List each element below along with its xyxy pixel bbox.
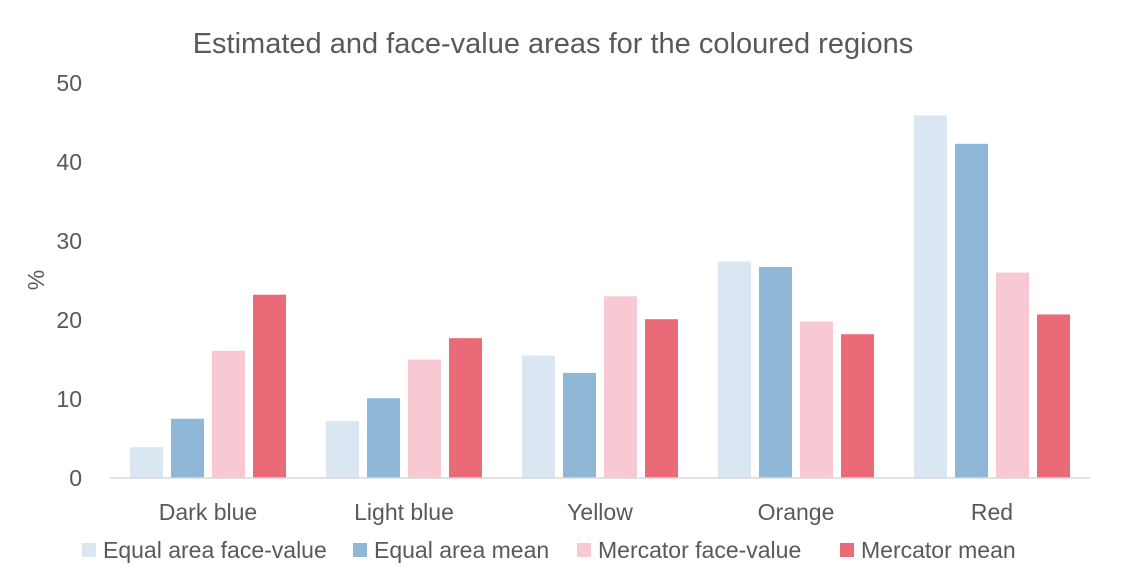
bar	[449, 338, 482, 478]
legend-label: Equal area mean	[374, 537, 549, 563]
x-tick-label: Dark blue	[159, 499, 257, 525]
bar	[367, 398, 400, 478]
chart-title: Estimated and face-value areas for the c…	[193, 28, 914, 60]
bar	[253, 294, 286, 478]
y-tick-label: 10	[56, 386, 82, 412]
bar	[563, 372, 596, 478]
bar	[955, 143, 988, 478]
legend-swatch	[577, 543, 591, 557]
legend-label: Mercator mean	[861, 537, 1016, 563]
y-tick-label: 20	[56, 307, 82, 333]
bar	[604, 296, 637, 478]
legend-swatch	[82, 543, 96, 557]
bar	[408, 359, 441, 478]
bar	[800, 321, 833, 478]
y-tick-label: 0	[69, 465, 82, 491]
x-tick-label: Red	[971, 499, 1013, 525]
bar	[645, 319, 678, 478]
bar	[841, 334, 874, 478]
y-axis-label: %	[23, 270, 49, 290]
y-axis-ticks: 0 10 20 30 40 50	[56, 70, 82, 491]
x-tick-label: Light blue	[354, 499, 454, 525]
bar	[130, 447, 163, 478]
legend-label: Equal area face-value	[103, 537, 327, 563]
bars	[130, 115, 1070, 478]
y-tick-label: 30	[56, 228, 82, 254]
bar	[996, 272, 1029, 478]
x-axis-categories: Dark blue Light blue Yellow Orange Red	[159, 499, 1013, 525]
bar	[326, 421, 359, 478]
legend-label: Mercator face-value	[598, 537, 801, 563]
legend: Equal area face-value Equal area mean Merc…	[82, 537, 1016, 563]
y-tick-label: 50	[56, 70, 82, 96]
bar	[759, 267, 792, 478]
x-tick-label: Orange	[758, 499, 835, 525]
bar	[522, 355, 555, 478]
bar	[171, 418, 204, 478]
y-tick-label: 40	[56, 149, 82, 175]
bar	[718, 261, 751, 478]
legend-swatch	[840, 543, 854, 557]
bar	[914, 115, 947, 478]
legend-swatch	[353, 543, 367, 557]
bar	[1037, 314, 1070, 478]
bar	[212, 350, 245, 478]
x-tick-label: Yellow	[567, 499, 633, 525]
